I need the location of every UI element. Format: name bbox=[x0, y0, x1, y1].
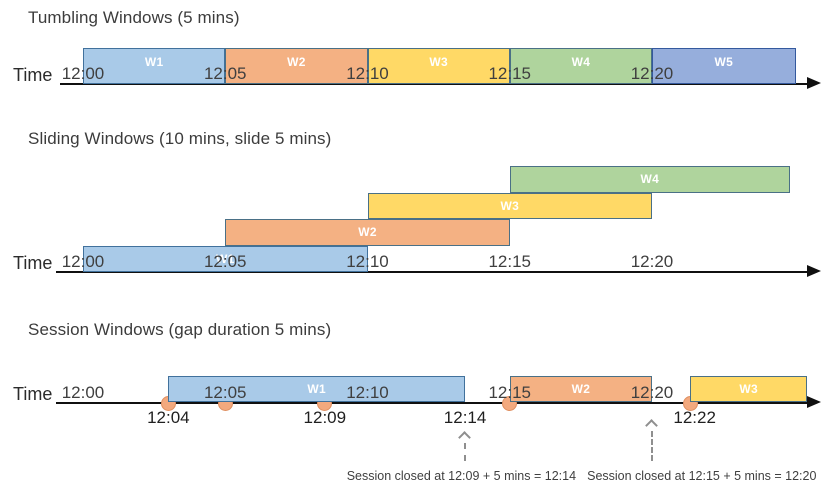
tick-label: 12:10 bbox=[346, 64, 389, 83]
window-w4: W4 bbox=[509, 166, 790, 193]
event-time-label: 12:14 bbox=[443, 408, 487, 427]
tumbling-section-title: Tumbling Windows (5 mins) bbox=[28, 8, 240, 27]
annotation-text: Session closed at 12:15 + 5 mins = 12:20 bbox=[587, 469, 817, 483]
annotation-arrow-icon bbox=[458, 431, 471, 444]
axis-arrowhead-icon bbox=[807, 396, 821, 408]
tick-label: 12:15 bbox=[488, 383, 532, 402]
timeline-axis bbox=[60, 83, 808, 85]
session-section-title: Session Windows (gap duration 5 mins) bbox=[28, 320, 332, 339]
window-label: W3 bbox=[429, 54, 448, 69]
window-label: W2 bbox=[571, 382, 591, 396]
window-label: W1 bbox=[307, 382, 326, 396]
window-w3: W3 bbox=[367, 48, 510, 84]
event-time-label: 12:04 bbox=[147, 408, 190, 427]
axis-arrowhead-icon bbox=[807, 265, 821, 277]
tick-label: 12:05 bbox=[203, 64, 247, 83]
tick-label: 12:20 bbox=[630, 383, 674, 402]
session-time-axis-label: Time bbox=[13, 384, 53, 404]
window-label: W3 bbox=[500, 198, 520, 213]
window-label: W2 bbox=[358, 225, 377, 240]
window-label: W3 bbox=[739, 382, 759, 396]
tick-label: 12:20 bbox=[630, 64, 674, 83]
window-label: W4 bbox=[571, 54, 591, 69]
tick-label: 12:15 bbox=[488, 252, 532, 271]
window-w2: W2 bbox=[509, 376, 652, 402]
timeline-axis bbox=[56, 271, 808, 273]
window-label: W4 bbox=[640, 172, 660, 187]
tick-label: 12:05 bbox=[203, 383, 247, 402]
window-w5: W5 bbox=[652, 48, 796, 84]
window-label: W1 bbox=[215, 251, 235, 266]
window-w1: W1 bbox=[168, 376, 466, 402]
axis-arrowhead-icon bbox=[807, 77, 821, 89]
tick-label: 12:20 bbox=[630, 252, 674, 271]
sliding-time-axis-label: Time bbox=[13, 253, 53, 273]
timeline-axis bbox=[56, 402, 808, 404]
tick-label: 12:00 bbox=[61, 383, 105, 402]
tick-label: 12:15 bbox=[488, 64, 532, 83]
tumbling-time-axis-label: Time bbox=[13, 65, 53, 85]
window-label: W5 bbox=[714, 54, 734, 69]
annotation-arrow-line bbox=[464, 443, 467, 461]
tick-label: 12:10 bbox=[346, 383, 389, 402]
window-w2: W2 bbox=[225, 48, 368, 84]
window-w3: W3 bbox=[690, 376, 808, 402]
window-w3: W3 bbox=[367, 192, 652, 219]
tick-label: 12:05 bbox=[203, 252, 247, 271]
tick-label: 12:00 bbox=[61, 64, 105, 83]
window-label: W2 bbox=[287, 54, 306, 69]
sliding-section-title: Sliding Windows (10 mins, slide 5 mins) bbox=[28, 129, 332, 148]
window-w1: W1 bbox=[83, 245, 368, 272]
window-w2: W2 bbox=[225, 219, 510, 246]
annotation-arrow-icon bbox=[645, 419, 658, 432]
annotation-arrow-line bbox=[651, 431, 653, 461]
window-w4: W4 bbox=[509, 48, 652, 84]
event-time-label: 12:22 bbox=[673, 408, 716, 427]
window-w1: W1 bbox=[83, 48, 226, 84]
window-label: W1 bbox=[144, 54, 164, 69]
tick-label: 12:10 bbox=[346, 252, 389, 271]
tick-label: 12:00 bbox=[61, 252, 105, 271]
annotation-text: Session closed at 12:09 + 5 mins = 12:14 bbox=[346, 469, 577, 483]
event-time-label: 12:09 bbox=[303, 408, 347, 427]
